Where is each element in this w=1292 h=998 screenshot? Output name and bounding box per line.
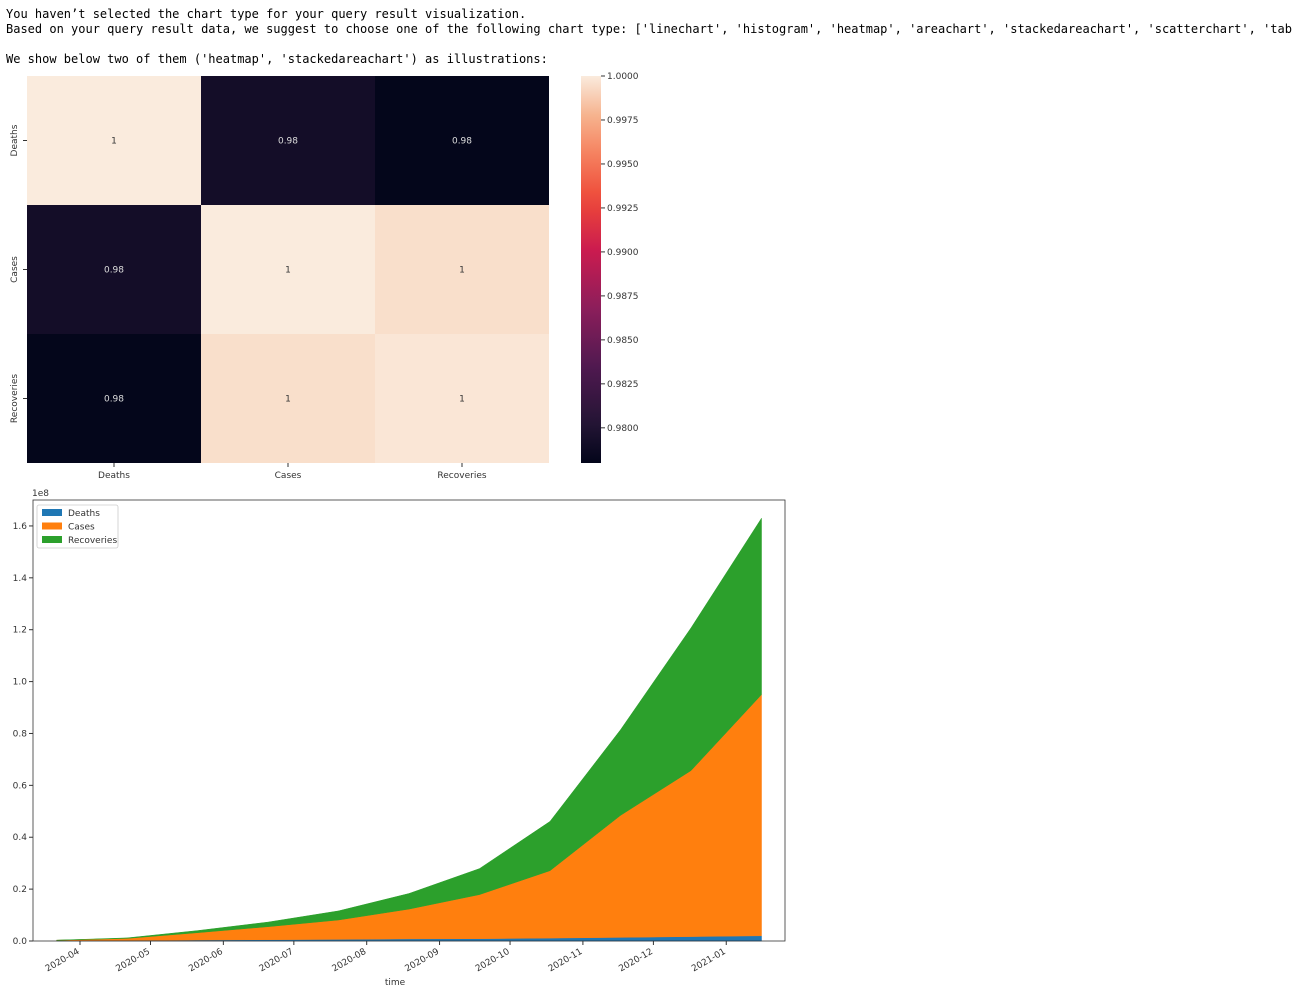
x-tick-label: 2020-04 (44, 947, 82, 975)
heatmap-cell-deaths-recoveries (375, 76, 549, 205)
legend-label-recoveries: Recoveries (68, 536, 117, 546)
y-tick-label: 1.6 (13, 522, 28, 532)
heatmap-cell-label: 0.98 (104, 395, 124, 405)
heatmap-cell-deaths-cases (201, 76, 375, 205)
colorbar-tick-label: 0.9800 (607, 424, 639, 434)
x-tick-label: 2020-11 (547, 947, 585, 974)
x-tick-label: Recoveries (437, 471, 486, 481)
colorbar-tick-label: 1.0000 (607, 72, 639, 82)
heatmap-cell-recoveries-recoveries (375, 334, 549, 463)
x-tick-label: Deaths (98, 471, 130, 481)
y-tick-label: Deaths (10, 124, 20, 156)
legend-swatch-deaths (42, 509, 62, 516)
heatmap-cell-recoveries-deaths (27, 334, 201, 463)
stacked-area-chart: 0.0 0.2 0.4 0.6 0.8 1.0 1.2 1.4 1.6 1e8 2020-04 202… (13, 489, 786, 988)
legend-label-cases: Cases (68, 523, 95, 533)
x-tick-label: 2020-09 (403, 947, 441, 975)
heatmap-cell-deaths-deaths (27, 76, 201, 205)
message-line-2: Based on your query result data, we sugg… (6, 22, 1292, 36)
y-tick-label: 0.2 (13, 885, 27, 895)
x-tick-label: 2020-05 (114, 947, 152, 974)
x-tick-label: Cases (275, 471, 302, 481)
heatmap-cell-label: 1 (459, 266, 465, 276)
y-scale-label: 1e8 (32, 489, 49, 499)
colorbar-tick-label: 0.9950 (607, 160, 639, 170)
legend-swatch-recoveries (42, 536, 62, 543)
x-tick-label: 2020-10 (474, 947, 512, 975)
legend-label-deaths: Deaths (68, 509, 100, 519)
x-tick-label: 2020-12 (617, 947, 655, 974)
heatmap-cell-cases-cases (201, 205, 375, 334)
message-line-1: You haven’t selected the chart type for … (6, 7, 527, 21)
colorbar-tick-label: 0.9875 (607, 292, 639, 302)
y-tick-label: 1.4 (13, 574, 28, 584)
colorbar (581, 76, 601, 463)
x-tick-label: 2021-01 (690, 947, 728, 974)
colorbar-tick-label: 0.9975 (607, 116, 639, 126)
heatmap-cell-label: 1 (285, 395, 291, 405)
colorbar-tick-label: 0.9900 (607, 248, 639, 258)
heatmap-chart: 1 0.98 0.98 0.98 1 1 0.98 1 1 Deaths Deaths Cases Ca… (10, 72, 639, 481)
y-tick-label: 1.2 (13, 626, 27, 636)
y-tick-label: 0.6 (13, 781, 28, 791)
heatmap-cell-label: 0.98 (452, 137, 472, 147)
plot-frame (32, 499, 786, 942)
y-tick-label: 1.0 (13, 678, 28, 688)
area-recoveries (56, 517, 762, 941)
y-tick-label: Cases (10, 256, 20, 283)
heatmap-cell-cases-recoveries (375, 205, 549, 334)
message-line-3: We show below two of them ('heatmap', 's… (6, 52, 548, 66)
heatmap-cell-label: 1 (111, 137, 117, 147)
heatmap-cell-label: 1 (459, 395, 465, 405)
colorbar-tick-label: 0.9825 (607, 380, 639, 390)
y-tick-label: 0.4 (13, 833, 28, 843)
y-tick-label: 0.8 (13, 729, 28, 739)
colorbar-tick-label: 0.9925 (607, 204, 639, 214)
heatmap-cell-label: 0.98 (104, 266, 124, 276)
heatmap-cell-label: 1 (285, 266, 291, 276)
x-tick-label: 2020-06 (187, 947, 225, 975)
y-tick-label: 0.0 (13, 937, 28, 947)
legend-swatch-cases (42, 522, 62, 530)
y-tick-label: Recoveries (10, 374, 20, 423)
heatmap-cell-label: 0.98 (278, 137, 298, 147)
heatmap-cell-cases-deaths (27, 205, 201, 334)
colorbar-tick-label: 0.9850 (607, 336, 639, 346)
heatmap-cell-recoveries-cases (201, 334, 375, 463)
x-axis-label: time (385, 978, 406, 988)
x-tick-label: 2020-07 (258, 947, 296, 974)
x-tick-label: 2020-08 (331, 947, 369, 975)
